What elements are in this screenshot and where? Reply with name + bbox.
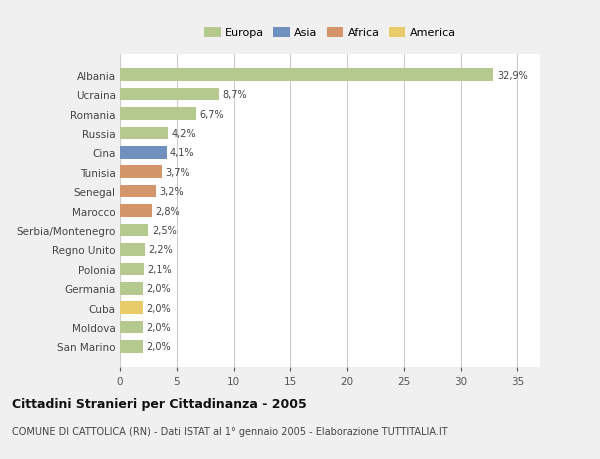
Bar [120, 205, 152, 218]
Bar [120, 224, 148, 237]
Legend: Europa, Asia, Africa, America: Europa, Asia, Africa, America [200, 23, 460, 43]
Bar [120, 147, 167, 159]
Bar [120, 341, 143, 353]
Bar [120, 89, 219, 101]
Text: 2,0%: 2,0% [146, 322, 171, 332]
Text: 4,1%: 4,1% [170, 148, 194, 158]
Text: 6,7%: 6,7% [199, 109, 224, 119]
Text: 2,0%: 2,0% [146, 284, 171, 294]
Bar [120, 282, 143, 295]
Bar [120, 69, 493, 82]
Text: 2,1%: 2,1% [147, 264, 172, 274]
Bar [120, 185, 157, 198]
Text: 4,2%: 4,2% [171, 129, 196, 139]
Text: 2,0%: 2,0% [146, 303, 171, 313]
Bar [120, 302, 143, 314]
Text: 2,8%: 2,8% [155, 206, 180, 216]
Text: Cittadini Stranieri per Cittadinanza - 2005: Cittadini Stranieri per Cittadinanza - 2… [12, 397, 307, 410]
Text: 3,7%: 3,7% [166, 168, 190, 177]
Text: 2,2%: 2,2% [148, 245, 173, 255]
Bar [120, 244, 145, 256]
Bar [120, 321, 143, 334]
Bar [120, 127, 167, 140]
Text: 3,2%: 3,2% [160, 187, 184, 197]
Bar [120, 108, 196, 121]
Text: 8,7%: 8,7% [222, 90, 247, 100]
Text: 2,5%: 2,5% [152, 225, 176, 235]
Text: 2,0%: 2,0% [146, 342, 171, 352]
Text: COMUNE DI CATTOLICA (RN) - Dati ISTAT al 1° gennaio 2005 - Elaborazione TUTTITAL: COMUNE DI CATTOLICA (RN) - Dati ISTAT al… [12, 426, 448, 436]
Bar [120, 263, 144, 275]
Text: 32,9%: 32,9% [497, 71, 527, 80]
Bar [120, 166, 162, 179]
